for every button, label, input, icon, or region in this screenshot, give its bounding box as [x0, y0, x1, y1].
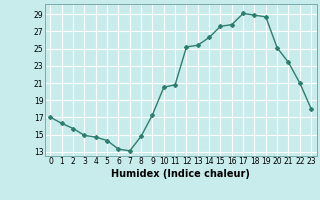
X-axis label: Humidex (Indice chaleur): Humidex (Indice chaleur) — [111, 169, 250, 179]
